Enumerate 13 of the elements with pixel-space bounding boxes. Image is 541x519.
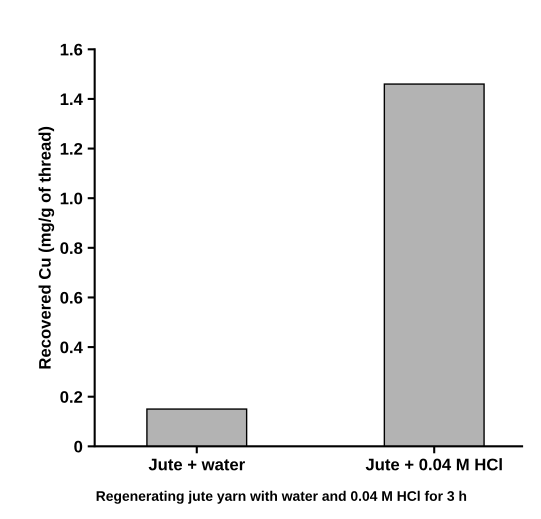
y-axis-title: Recovered Cu (mg/g of thread) xyxy=(38,126,54,368)
y-tick-label: 1.2 xyxy=(60,142,82,155)
x-tick-label: Jute + 0.04 M HCl xyxy=(366,458,502,470)
y-tick-label: 1.6 xyxy=(60,44,82,56)
x-tick-label: Jute + water xyxy=(148,458,245,470)
y-tick-label: 0.6 xyxy=(60,292,82,304)
y-tick-label: 0.2 xyxy=(60,391,82,403)
y-tick-label: 1.0 xyxy=(60,192,82,204)
y-tick-label: 0.8 xyxy=(60,242,82,254)
y-tick-label: 0.4 xyxy=(60,341,83,354)
y-tick-label: 0 xyxy=(74,440,82,453)
y-tick-label: 1.4 xyxy=(60,94,83,105)
x-axis-title: Regenerating jute yarn with water and 0.04 M HCl for 3 h xyxy=(96,490,466,504)
